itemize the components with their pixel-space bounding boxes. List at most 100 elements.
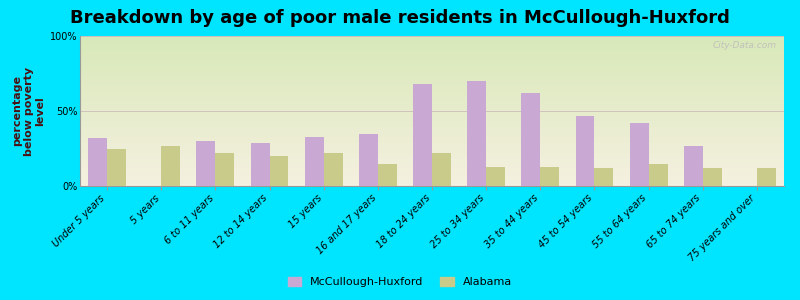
- Bar: [80, 177, 784, 178]
- Bar: [80, 51, 784, 52]
- Bar: [80, 101, 784, 102]
- Bar: [80, 169, 784, 170]
- Bar: [80, 158, 784, 159]
- Bar: [80, 86, 784, 87]
- Bar: [80, 136, 784, 137]
- Bar: [80, 160, 784, 161]
- Bar: [80, 165, 784, 166]
- Bar: [80, 39, 784, 40]
- Bar: [359, 134, 378, 186]
- Bar: [80, 103, 784, 104]
- Bar: [80, 180, 784, 181]
- Bar: [80, 37, 784, 38]
- Y-axis label: percentage
below poverty
level: percentage below poverty level: [12, 66, 46, 156]
- Bar: [594, 168, 614, 186]
- Bar: [80, 120, 784, 121]
- Bar: [80, 124, 784, 125]
- Bar: [80, 185, 784, 186]
- Bar: [80, 142, 784, 143]
- Legend: McCullough-Huxford, Alabama: McCullough-Huxford, Alabama: [284, 272, 516, 291]
- Bar: [80, 115, 784, 116]
- Bar: [107, 148, 126, 186]
- Bar: [80, 159, 784, 160]
- Bar: [80, 184, 784, 185]
- Bar: [80, 118, 784, 119]
- Bar: [80, 68, 784, 69]
- Bar: [80, 169, 784, 170]
- Bar: [80, 160, 784, 161]
- Bar: [80, 99, 784, 100]
- Bar: [432, 153, 451, 186]
- Text: City-Data.com: City-Data.com: [713, 40, 777, 50]
- Bar: [80, 108, 784, 109]
- Bar: [80, 91, 784, 92]
- Bar: [80, 62, 784, 63]
- Bar: [80, 156, 784, 157]
- Bar: [80, 49, 784, 50]
- Bar: [305, 136, 324, 186]
- Bar: [80, 84, 784, 85]
- Bar: [80, 119, 784, 120]
- Bar: [80, 143, 784, 144]
- Bar: [215, 153, 234, 186]
- Bar: [80, 164, 784, 165]
- Bar: [80, 104, 784, 105]
- Bar: [80, 48, 784, 49]
- Bar: [80, 114, 784, 115]
- Bar: [522, 93, 540, 186]
- Bar: [80, 107, 784, 108]
- Bar: [80, 85, 784, 86]
- Bar: [80, 141, 784, 142]
- Bar: [80, 144, 784, 145]
- Bar: [80, 175, 784, 176]
- Bar: [80, 66, 784, 67]
- Bar: [80, 54, 784, 55]
- Bar: [80, 96, 784, 97]
- Bar: [80, 183, 784, 184]
- Bar: [80, 87, 784, 88]
- Bar: [80, 109, 784, 110]
- Bar: [80, 139, 784, 140]
- Bar: [486, 167, 505, 186]
- Bar: [80, 179, 784, 180]
- Bar: [80, 92, 784, 93]
- Bar: [80, 41, 784, 42]
- Bar: [684, 146, 702, 186]
- Bar: [80, 168, 784, 169]
- Bar: [80, 167, 784, 168]
- Bar: [80, 47, 784, 48]
- Bar: [80, 172, 784, 173]
- Bar: [80, 60, 784, 61]
- Bar: [80, 163, 784, 164]
- Bar: [80, 57, 784, 58]
- Bar: [80, 134, 784, 135]
- Bar: [80, 98, 784, 99]
- Bar: [80, 63, 784, 64]
- Bar: [649, 164, 667, 186]
- Bar: [324, 153, 342, 186]
- Bar: [80, 100, 784, 101]
- Bar: [270, 156, 289, 186]
- Bar: [80, 132, 784, 133]
- Bar: [80, 70, 784, 71]
- Bar: [80, 74, 784, 75]
- Bar: [80, 82, 784, 83]
- Bar: [80, 127, 784, 128]
- Bar: [80, 88, 784, 89]
- Text: Breakdown by age of poor male residents in McCullough-Huxford: Breakdown by age of poor male residents …: [70, 9, 730, 27]
- Bar: [80, 93, 784, 94]
- Bar: [540, 167, 559, 186]
- Bar: [80, 154, 784, 155]
- Bar: [162, 146, 180, 186]
- Bar: [80, 113, 784, 114]
- Bar: [80, 161, 784, 162]
- Bar: [80, 85, 784, 86]
- Bar: [80, 95, 784, 96]
- Bar: [80, 52, 784, 53]
- Bar: [378, 164, 397, 186]
- Bar: [80, 53, 784, 54]
- Bar: [80, 117, 784, 118]
- Bar: [80, 71, 784, 72]
- Bar: [80, 59, 784, 60]
- Bar: [250, 142, 270, 186]
